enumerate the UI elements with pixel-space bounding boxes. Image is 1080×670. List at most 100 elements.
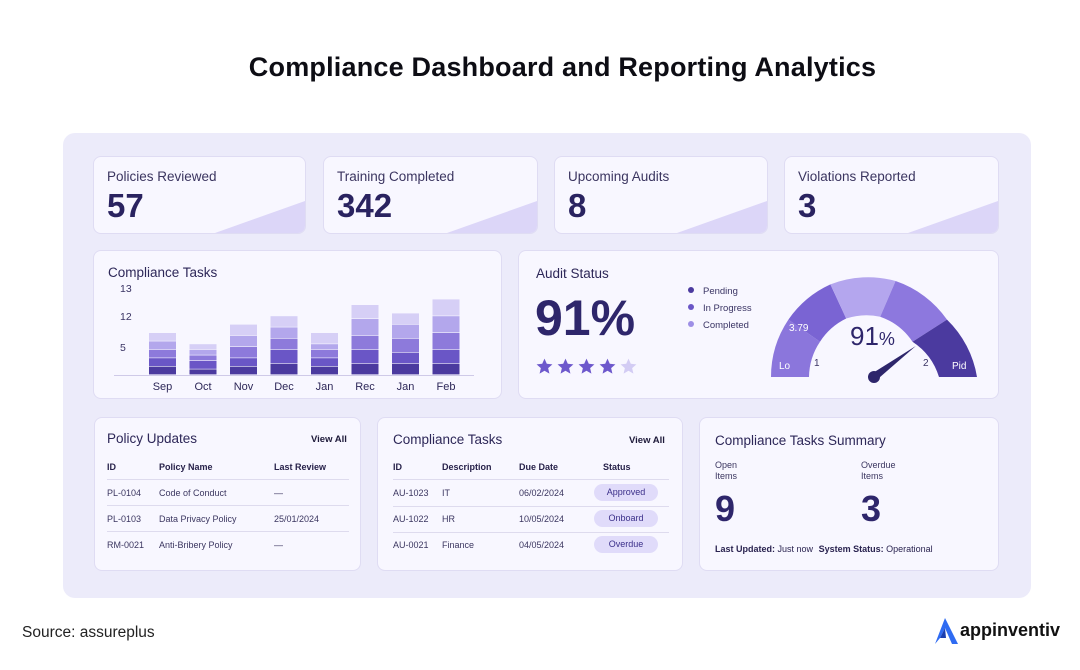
status-badge: Onboard [594, 510, 658, 527]
compliance-tasks-chart-card: Compliance Tasks 13 12 5 Sep Oct Nov Dec Jan Rec… [93, 250, 502, 399]
stat-label: Policies Reviewed [107, 169, 217, 184]
col-header-id: ID [107, 462, 116, 472]
bar-segment [189, 355, 217, 361]
cell-due-date: 10/05/2024 [519, 514, 565, 524]
bar-segment [392, 363, 419, 375]
bar-segment [392, 324, 419, 338]
gauge-label-379: 3.79 [789, 323, 809, 334]
bar-segment [392, 352, 419, 364]
col-header-policy-name: Policy Name [159, 462, 213, 472]
bar-segment [270, 338, 298, 350]
x-tick-label: Oct [194, 381, 211, 393]
gauge-segment-1 [770, 319, 820, 377]
col-header-status: Status [603, 462, 631, 472]
last-updated-value: Just now [777, 544, 814, 554]
cell-last-review: — [274, 540, 283, 550]
cell-policy-name: Anti-Bribery Policy [159, 540, 233, 550]
legend-dot [688, 287, 694, 294]
appinventiv-logo-icon [935, 618, 958, 644]
brand-name: appinventiv [960, 620, 1061, 640]
overdue-items-label-line1: Overdue [861, 460, 896, 470]
legend-completed: Completed [688, 320, 749, 331]
cell-id: AU-1023 [393, 488, 429, 498]
x-tick-label: Feb [437, 381, 456, 393]
gauge-label-hi: Pid [952, 361, 966, 372]
cell-last-review: 25/01/2024 [274, 514, 320, 524]
star-icon [536, 358, 553, 374]
x-tick-label: Jan [316, 381, 334, 393]
compliance-tasks-view-all-link[interactable]: View All [629, 435, 665, 446]
col-header-last-review: Last Review [274, 462, 327, 472]
cell-due-date: 06/02/2024 [519, 488, 565, 498]
row-divider [107, 479, 349, 480]
row-divider [107, 505, 349, 506]
bar-segment [270, 327, 298, 338]
bar-segment [149, 341, 176, 350]
policy-updates-view-all-link[interactable]: View All [311, 434, 347, 445]
x-tick-label: Sep [153, 381, 173, 393]
bar-segment [149, 366, 176, 375]
cell-id: RM-0021 [107, 540, 145, 550]
dashboard-panel: Policies Reviewed 57 Training Completed … [63, 133, 1031, 598]
bar-segment [230, 335, 257, 347]
open-items-label-line1: Open [715, 460, 738, 470]
gauge-label-2: 2 [923, 358, 929, 369]
summary-title: Compliance Tasks Summary [715, 433, 886, 448]
bar-segment [351, 319, 379, 336]
audit-status-card: Audit Status 91% Pending In Progress Com… [518, 250, 999, 399]
star-icon [620, 358, 637, 374]
compliance-tasks-bar-chart: 13 12 5 Sep Oct Nov Dec Jan Rec Jan Feb [114, 283, 474, 393]
bar-segment [270, 349, 298, 364]
bar-segment [311, 333, 338, 344]
star-icon [599, 358, 616, 374]
stat-label: Training Completed [337, 169, 455, 184]
row-divider [393, 506, 669, 507]
bar-segment [230, 347, 257, 358]
bar-segment [189, 344, 217, 350]
star-icon [578, 358, 595, 374]
x-tick-label: Rec [355, 381, 375, 393]
gauge-segment-2 [788, 284, 847, 342]
bar-segment [311, 349, 338, 358]
bar-segment [230, 366, 257, 375]
gauge-value-percent: % [879, 329, 895, 349]
compliance-summary-card: Compliance Tasks Summary Open Items 9 Ov… [699, 417, 999, 571]
cell-due-date: 04/05/2024 [519, 540, 565, 550]
stat-card-violations-reported[interactable]: Violations Reported 3 [784, 156, 999, 234]
legend-dot [688, 304, 694, 311]
gauge-value: 91% [850, 321, 895, 351]
bar-segment [432, 333, 460, 350]
rating-stars [535, 357, 640, 377]
gauge-value-number: 91 [850, 321, 879, 351]
bar-segment [432, 363, 460, 375]
legend-in-progress: In Progress [688, 303, 752, 314]
system-status-label: System Status: [818, 544, 884, 554]
y-tick-label: 13 [120, 283, 132, 295]
stat-card-upcoming-audits[interactable]: Upcoming Audits 8 [554, 156, 768, 234]
cell-policy-name: Data Privacy Policy [159, 514, 237, 524]
bar-segment [270, 363, 298, 375]
bar-segment [392, 313, 419, 324]
status-badge: Overdue [594, 536, 658, 553]
card-wedge-decoration [677, 201, 767, 233]
gauge-label-lo: Lo [779, 361, 791, 372]
open-items-label-line2: Items [715, 471, 738, 481]
card-wedge-decoration [908, 201, 998, 233]
col-header-due-date: Due Date [519, 462, 559, 472]
bar-segment [230, 358, 257, 366]
stat-card-training-completed[interactable]: Training Completed 342 [323, 156, 538, 234]
chart-title: Compliance Tasks [108, 265, 218, 280]
bar-segment [230, 324, 257, 336]
legend-dot [688, 321, 694, 328]
cell-description: IT [442, 488, 450, 498]
audit-status-title: Audit Status [536, 266, 609, 281]
bar-segment [311, 358, 338, 366]
legend-label: Completed [703, 320, 749, 331]
y-tick-label: 12 [120, 311, 132, 323]
legend-label: In Progress [703, 303, 752, 314]
col-header-id: ID [393, 462, 402, 472]
x-tick-label: Jan [397, 381, 415, 393]
gauge-needle-pointer [871, 346, 916, 381]
bar-segment [351, 305, 379, 319]
stat-card-policies-reviewed[interactable]: Policies Reviewed 57 [93, 156, 306, 234]
